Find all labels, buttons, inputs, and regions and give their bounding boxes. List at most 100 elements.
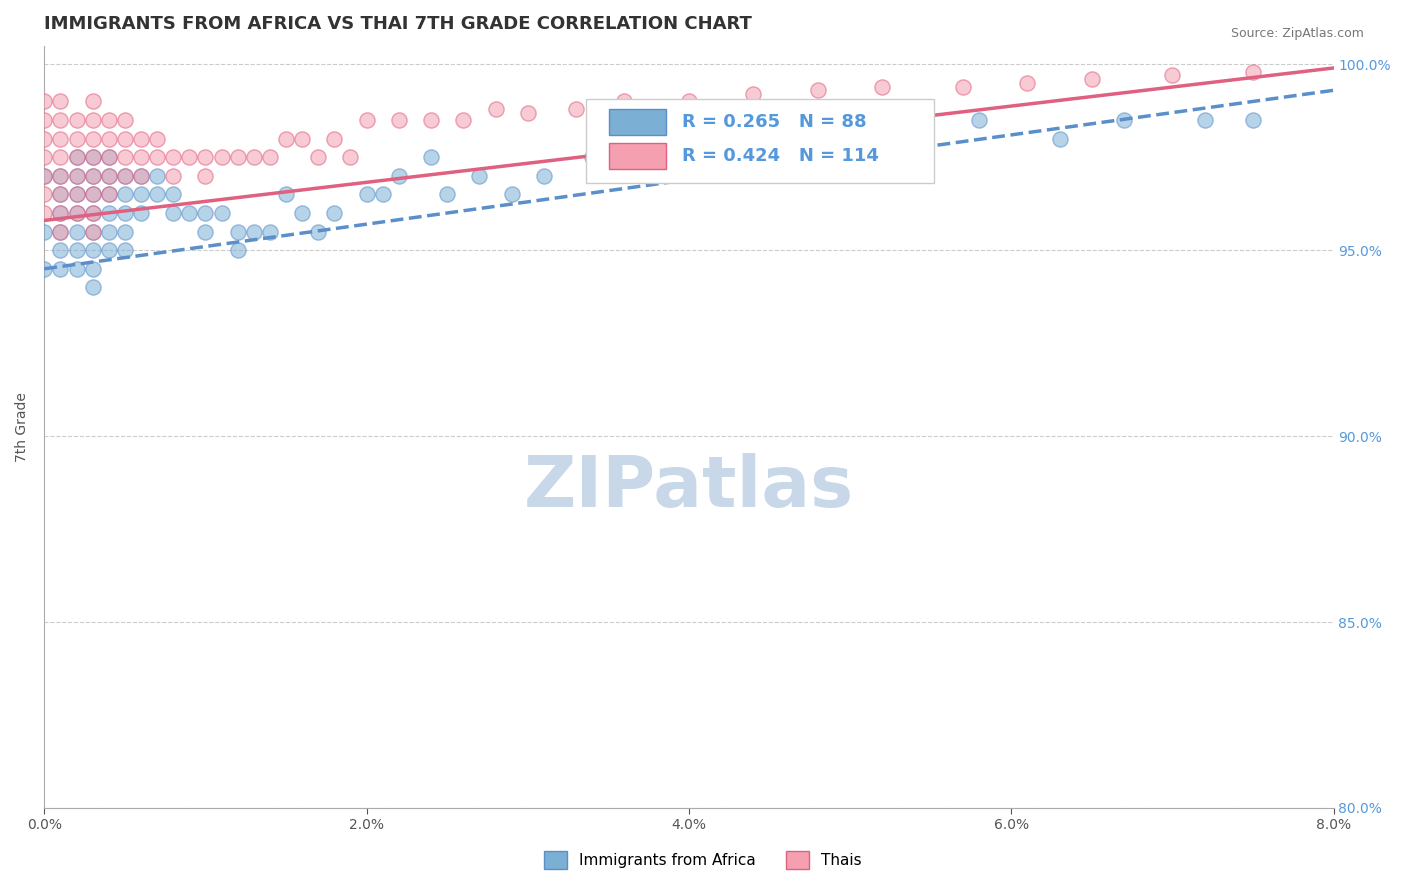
Point <box>501 187 523 202</box>
Point <box>82 131 104 145</box>
Point <box>468 169 491 183</box>
Point <box>146 150 169 164</box>
Point <box>65 187 87 202</box>
Point <box>65 243 87 257</box>
Point <box>82 243 104 257</box>
Point <box>179 150 201 164</box>
Point <box>516 105 538 120</box>
Point <box>97 206 120 220</box>
Point <box>65 169 87 183</box>
Point <box>65 150 87 164</box>
Point <box>226 150 249 164</box>
Point <box>678 131 700 145</box>
Point <box>420 113 443 128</box>
Point <box>114 113 136 128</box>
Point <box>388 169 411 183</box>
Point <box>65 206 87 220</box>
Y-axis label: 7th Grade: 7th Grade <box>15 392 30 462</box>
Point <box>242 150 264 164</box>
Point <box>114 169 136 183</box>
Text: R = 0.265   N = 88: R = 0.265 N = 88 <box>682 113 868 131</box>
Point <box>49 243 72 257</box>
Point <box>65 261 87 276</box>
Point <box>32 95 55 109</box>
Point <box>533 169 555 183</box>
Point <box>82 225 104 239</box>
Point <box>65 131 87 145</box>
Point <box>49 169 72 183</box>
Point <box>725 150 748 164</box>
Point <box>82 169 104 183</box>
Point <box>129 187 152 202</box>
Point <box>179 206 201 220</box>
Point <box>129 169 152 183</box>
Point <box>32 225 55 239</box>
Point <box>146 187 169 202</box>
Point <box>97 150 120 164</box>
Point <box>211 150 233 164</box>
Point <box>82 206 104 220</box>
FancyBboxPatch shape <box>609 144 665 169</box>
Point <box>49 225 72 239</box>
Point <box>32 206 55 220</box>
Point <box>242 225 264 239</box>
Point <box>82 261 104 276</box>
Point <box>420 150 443 164</box>
Point <box>388 113 411 128</box>
Point <box>114 206 136 220</box>
Point <box>565 102 588 116</box>
Point <box>226 243 249 257</box>
Point <box>97 187 120 202</box>
Point <box>162 150 184 164</box>
Point <box>1081 72 1104 87</box>
Point <box>32 113 55 128</box>
Point <box>613 95 636 109</box>
Point <box>630 150 652 164</box>
Text: R = 0.424   N = 114: R = 0.424 N = 114 <box>682 147 879 165</box>
Point <box>49 187 72 202</box>
Point <box>872 79 894 94</box>
Point <box>1017 76 1039 90</box>
Text: Source: ZipAtlas.com: Source: ZipAtlas.com <box>1230 27 1364 40</box>
Point <box>1112 113 1135 128</box>
Point <box>436 187 458 202</box>
Point <box>82 169 104 183</box>
Point <box>65 225 87 239</box>
Point <box>82 280 104 294</box>
Point <box>65 187 87 202</box>
Point <box>839 131 862 145</box>
Point <box>194 150 217 164</box>
Point <box>129 131 152 145</box>
Point <box>32 261 55 276</box>
Point <box>82 113 104 128</box>
Point <box>65 206 87 220</box>
Point <box>97 131 120 145</box>
Point <box>323 206 346 220</box>
Point <box>97 187 120 202</box>
Point <box>162 169 184 183</box>
Point <box>356 113 378 128</box>
Point <box>97 169 120 183</box>
Point <box>291 206 314 220</box>
Point <box>114 225 136 239</box>
Text: IMMIGRANTS FROM AFRICA VS THAI 7TH GRADE CORRELATION CHART: IMMIGRANTS FROM AFRICA VS THAI 7TH GRADE… <box>44 15 752 33</box>
Point <box>82 95 104 109</box>
Point <box>49 187 72 202</box>
Text: ZIPatlas: ZIPatlas <box>524 453 853 523</box>
Point <box>129 169 152 183</box>
Point <box>484 102 506 116</box>
Point <box>49 169 72 183</box>
Point <box>32 131 55 145</box>
Point <box>1194 113 1216 128</box>
Point <box>903 131 925 145</box>
Point <box>114 131 136 145</box>
Point <box>307 150 329 164</box>
Point <box>1241 64 1264 78</box>
Point <box>807 83 830 97</box>
Point <box>129 206 152 220</box>
Point <box>65 113 87 128</box>
Point <box>1049 131 1071 145</box>
Point <box>194 225 217 239</box>
Point <box>146 169 169 183</box>
Point <box>49 150 72 164</box>
